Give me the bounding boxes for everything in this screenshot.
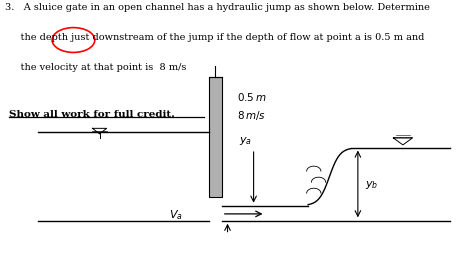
Text: $8\,m/s$: $8\,m/s$ xyxy=(237,109,266,123)
Text: the depth just downstream of the jump if the depth of flow at point a is 0.5 m a: the depth just downstream of the jump if… xyxy=(5,33,424,42)
Text: $V_a$: $V_a$ xyxy=(169,208,182,222)
Text: Show all work for full credit.: Show all work for full credit. xyxy=(9,110,175,120)
Bar xyxy=(209,77,222,197)
Text: $0.5\,m$: $0.5\,m$ xyxy=(237,91,266,103)
Text: 3.   A sluice gate in an open channel has a hydraulic jump as shown below. Deter: 3. A sluice gate in an open channel has … xyxy=(5,3,429,12)
Text: $y_a$: $y_a$ xyxy=(239,135,253,147)
Text: $y_b$: $y_b$ xyxy=(365,179,378,191)
Text: the velocity at that point is  8 m/s: the velocity at that point is 8 m/s xyxy=(5,63,186,73)
